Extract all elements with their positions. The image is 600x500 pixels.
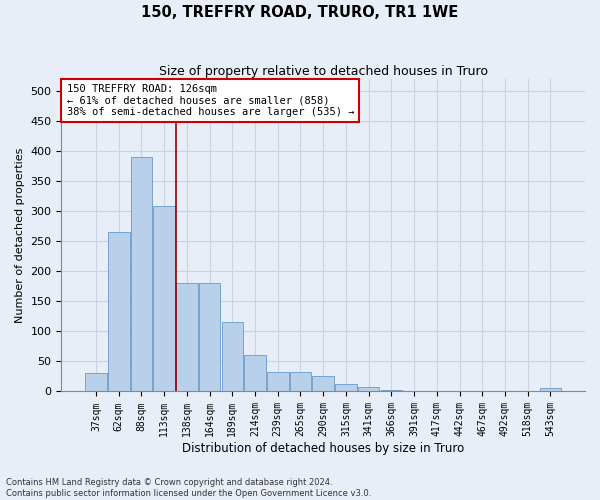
Y-axis label: Number of detached properties: Number of detached properties	[15, 148, 25, 323]
Text: 150, TREFFRY ROAD, TRURO, TR1 1WE: 150, TREFFRY ROAD, TRURO, TR1 1WE	[142, 5, 458, 20]
Bar	[221, 322, 243, 392]
Bar	[199, 284, 220, 392]
Bar	[403, 391, 425, 392]
Bar	[154, 206, 175, 392]
Bar	[108, 232, 130, 392]
Bar	[313, 376, 334, 392]
Bar	[472, 391, 493, 392]
Bar	[449, 391, 470, 392]
Bar	[267, 372, 289, 392]
Text: Contains HM Land Registry data © Crown copyright and database right 2024.
Contai: Contains HM Land Registry data © Crown c…	[6, 478, 371, 498]
Text: 150 TREFFRY ROAD: 126sqm
← 61% of detached houses are smaller (858)
38% of semi-: 150 TREFFRY ROAD: 126sqm ← 61% of detach…	[67, 84, 354, 117]
Bar	[176, 284, 197, 392]
Bar	[380, 390, 402, 392]
Bar	[539, 388, 561, 392]
Bar	[335, 384, 357, 392]
Bar	[290, 372, 311, 392]
Bar	[358, 388, 379, 392]
Bar	[131, 157, 152, 392]
Bar	[244, 356, 266, 392]
X-axis label: Distribution of detached houses by size in Truro: Distribution of detached houses by size …	[182, 442, 464, 455]
Bar	[517, 391, 538, 392]
Bar	[426, 391, 448, 392]
Title: Size of property relative to detached houses in Truro: Size of property relative to detached ho…	[159, 65, 488, 78]
Bar	[85, 374, 107, 392]
Bar	[494, 391, 516, 392]
